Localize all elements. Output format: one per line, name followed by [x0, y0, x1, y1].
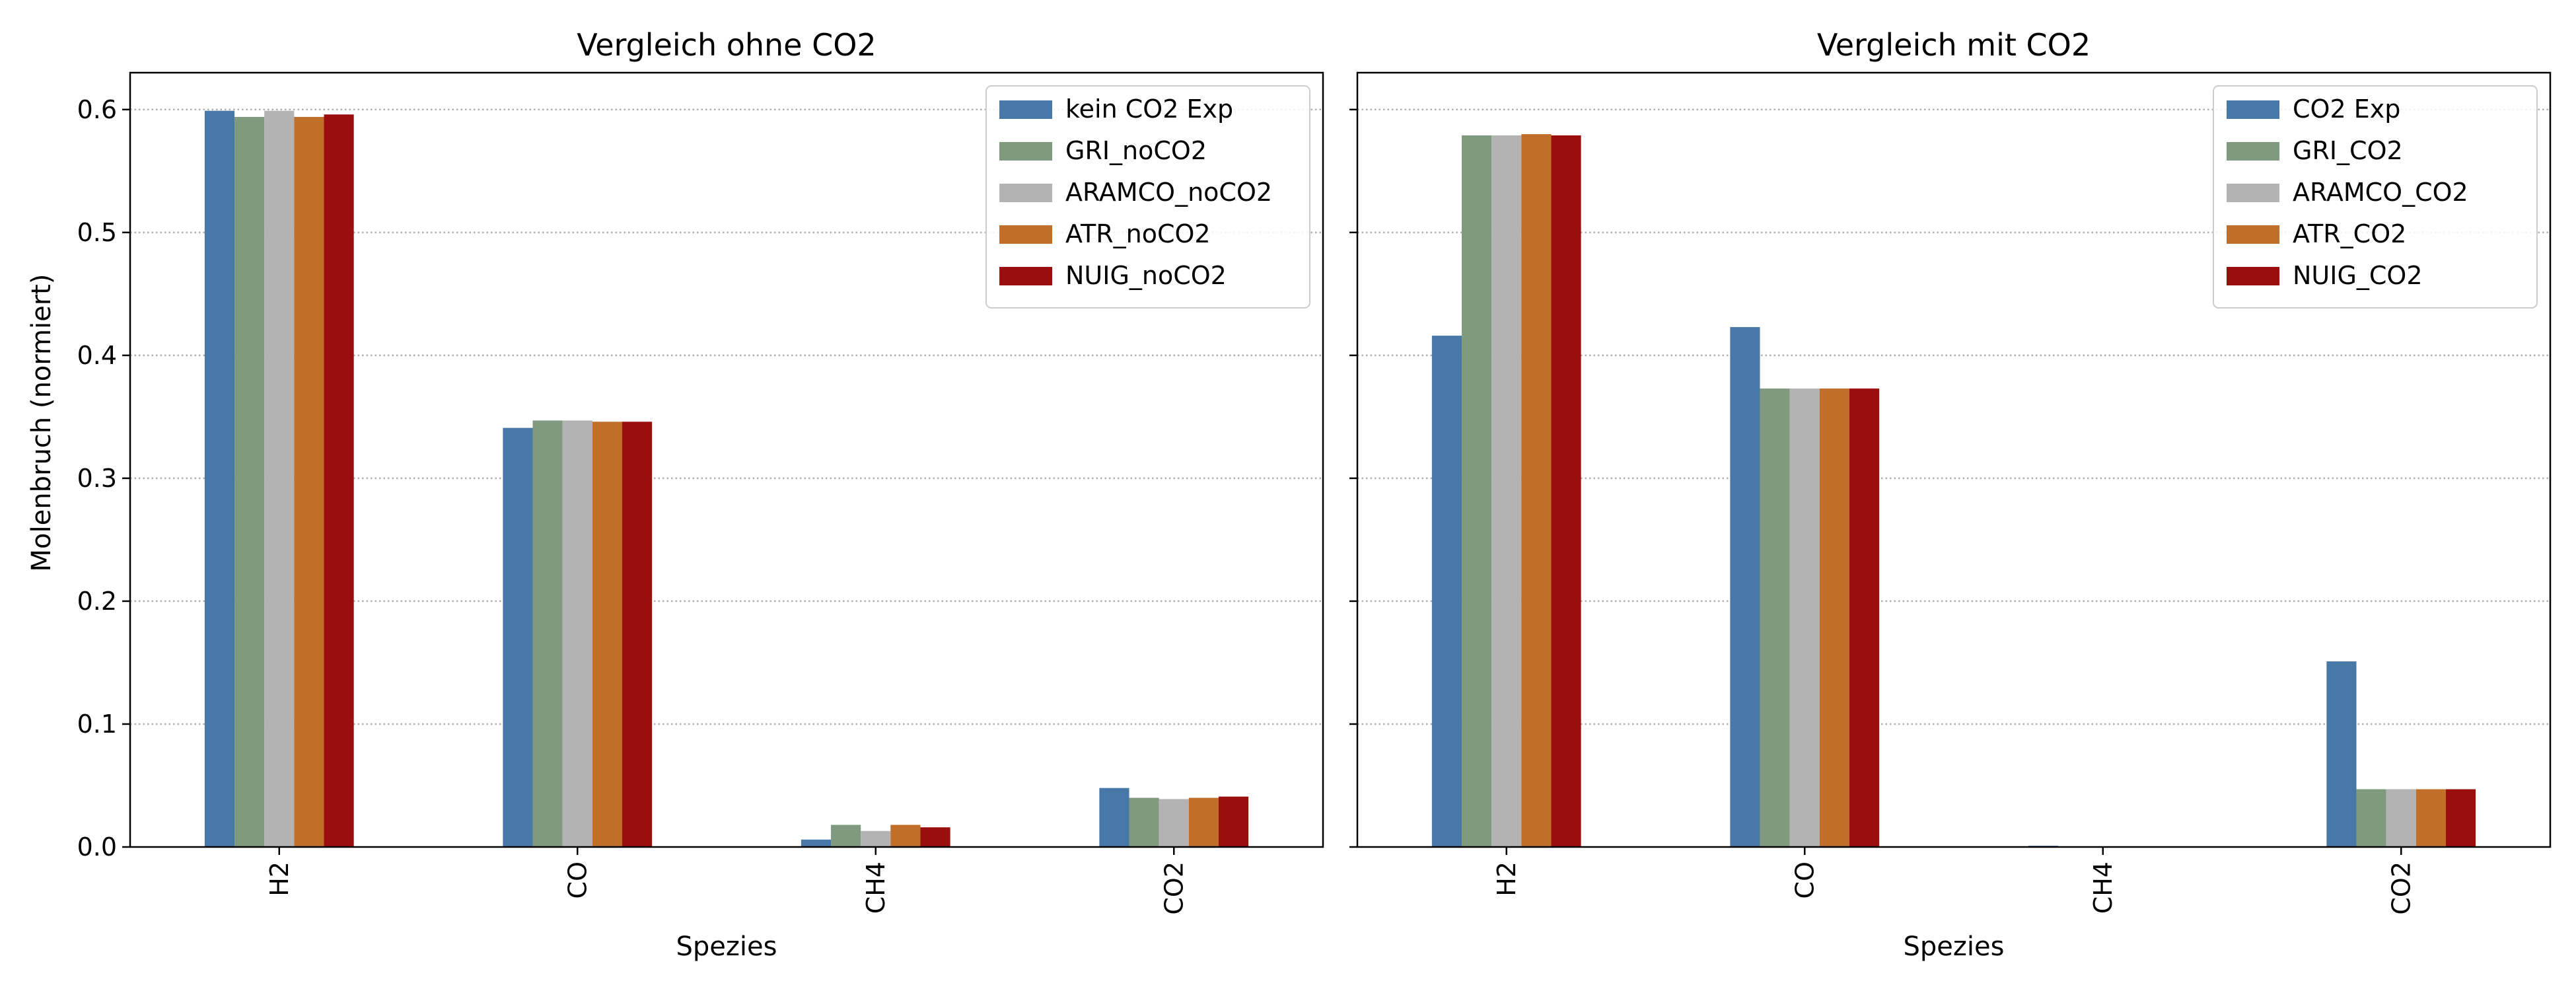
- bars-left: [204, 110, 1249, 848]
- bar: [1730, 327, 1760, 848]
- legend-entry: GRI_CO2: [2293, 136, 2403, 165]
- bar: [1218, 796, 1249, 847]
- legend-swatch: [2227, 100, 2279, 119]
- bar: [1099, 788, 1129, 847]
- bar: [532, 420, 563, 847]
- bar: [264, 110, 295, 848]
- plot-frame-left: [129, 71, 1324, 848]
- legend-entry: NUIG_noCO2: [1065, 261, 1227, 290]
- panel-right: Vergleich mit CO2 Spezies H2 CO CH4 CO2 CO2…: [1349, 27, 2552, 962]
- x-tick-label: CO2: [1159, 862, 1188, 915]
- bar: [1849, 388, 1880, 847]
- bar: [801, 839, 832, 847]
- bar: [2386, 789, 2416, 847]
- bar: [622, 422, 653, 847]
- legend-left: kein CO2 Exp GRI_noCO2 ARAMCO_noCO2 ATR_noC…: [985, 85, 1310, 309]
- legend-right: CO2 Exp GRI_CO2 ARAMCO_CO2 ATR_CO2 NUIG_CO2: [2213, 85, 2538, 309]
- legend-entry: NUIG_CO2: [2293, 261, 2423, 290]
- bar: [1521, 134, 1552, 847]
- legend-swatch: [999, 142, 1052, 161]
- bar: [2445, 789, 2476, 847]
- bar: [503, 427, 533, 847]
- legend-swatch: [999, 184, 1052, 202]
- y-tick-label: 0.3: [77, 464, 117, 493]
- chart-title-left: Vergleich ohne CO2: [577, 27, 876, 63]
- legend-swatch: [999, 100, 1052, 119]
- bar: [592, 422, 622, 847]
- legend-swatch: [999, 225, 1052, 244]
- x-tick-label: CH4: [2089, 862, 2118, 914]
- bar: [1760, 388, 1790, 847]
- legend-entry: kein CO2 Exp: [1065, 94, 1233, 124]
- x-ticks-right: H2 CO CH4 CO2: [1492, 847, 2415, 915]
- bar: [1551, 135, 1581, 847]
- bar: [2415, 789, 2446, 847]
- bar: [861, 830, 891, 847]
- bar: [2326, 661, 2357, 847]
- x-tick-label: CO2: [2386, 862, 2415, 915]
- bar: [562, 420, 592, 847]
- x-axis-label-right: Spezies: [1904, 932, 2005, 962]
- y-tick-label: 0.4: [77, 341, 117, 370]
- bar: [1129, 797, 1159, 847]
- legend-entry: GRI_noCO2: [1065, 136, 1207, 165]
- legend-box: [2213, 85, 2538, 309]
- x-ticks-left: H2 CO CH4 CO2: [265, 847, 1188, 915]
- legend-box: [985, 85, 1310, 309]
- y-tick-label: 0.0: [77, 832, 117, 862]
- chart-title-right: Vergleich mit CO2: [1817, 27, 2091, 63]
- bar: [2356, 789, 2386, 847]
- legend-entry: ARAMCO_CO2: [2293, 178, 2468, 207]
- x-tick-label: H2: [1492, 862, 1521, 897]
- bar: [204, 110, 235, 848]
- bar: [831, 825, 861, 847]
- legend-swatch: [2227, 184, 2279, 202]
- x-tick-label: CO: [563, 862, 592, 899]
- bar: [1819, 388, 1849, 847]
- y-ticks-right: [1349, 108, 1357, 848]
- legend-swatch: [2227, 267, 2279, 285]
- bar: [1431, 336, 1462, 848]
- bar: [890, 825, 921, 847]
- y-tick-label: 0.2: [77, 587, 117, 616]
- plot-frame-right: [1356, 71, 2552, 848]
- legend-swatch: [999, 267, 1052, 285]
- bar: [920, 827, 950, 847]
- bar: [1789, 388, 1820, 847]
- y-ticks-left: 0.0 0.1 0.2 0.3 0.4 0.5 0.6: [77, 95, 130, 862]
- legend-entry: ATR_CO2: [2293, 219, 2406, 248]
- bar: [1159, 799, 1189, 847]
- legend-entry: CO2 Exp: [2293, 94, 2400, 124]
- x-axis-label-left: Spezies: [676, 932, 777, 962]
- y-tick-label: 0.6: [77, 95, 117, 124]
- x-tick-label: H2: [265, 862, 294, 897]
- legend-entry: ARAMCO_noCO2: [1065, 178, 1272, 207]
- x-tick-label: CH4: [861, 862, 890, 914]
- legend-swatch: [2227, 142, 2279, 161]
- legend-swatch: [2227, 225, 2279, 244]
- bar: [324, 114, 354, 848]
- y-tick-label: 0.5: [77, 218, 117, 247]
- bar: [234, 116, 265, 847]
- panel-left: Vergleich ohne CO2 Molenbruch (normiert)…: [26, 27, 1324, 962]
- x-tick-label: CO: [1790, 862, 1819, 899]
- bar: [1491, 135, 1522, 847]
- bar: [1462, 135, 1492, 847]
- y-axis-label: Molenbruch (normiert): [26, 274, 57, 572]
- legend-entry: ATR_noCO2: [1065, 219, 1211, 248]
- bar: [294, 116, 324, 847]
- y-tick-label: 0.1: [77, 710, 117, 739]
- bars-right: [1431, 134, 2476, 848]
- bar: [1188, 797, 1219, 847]
